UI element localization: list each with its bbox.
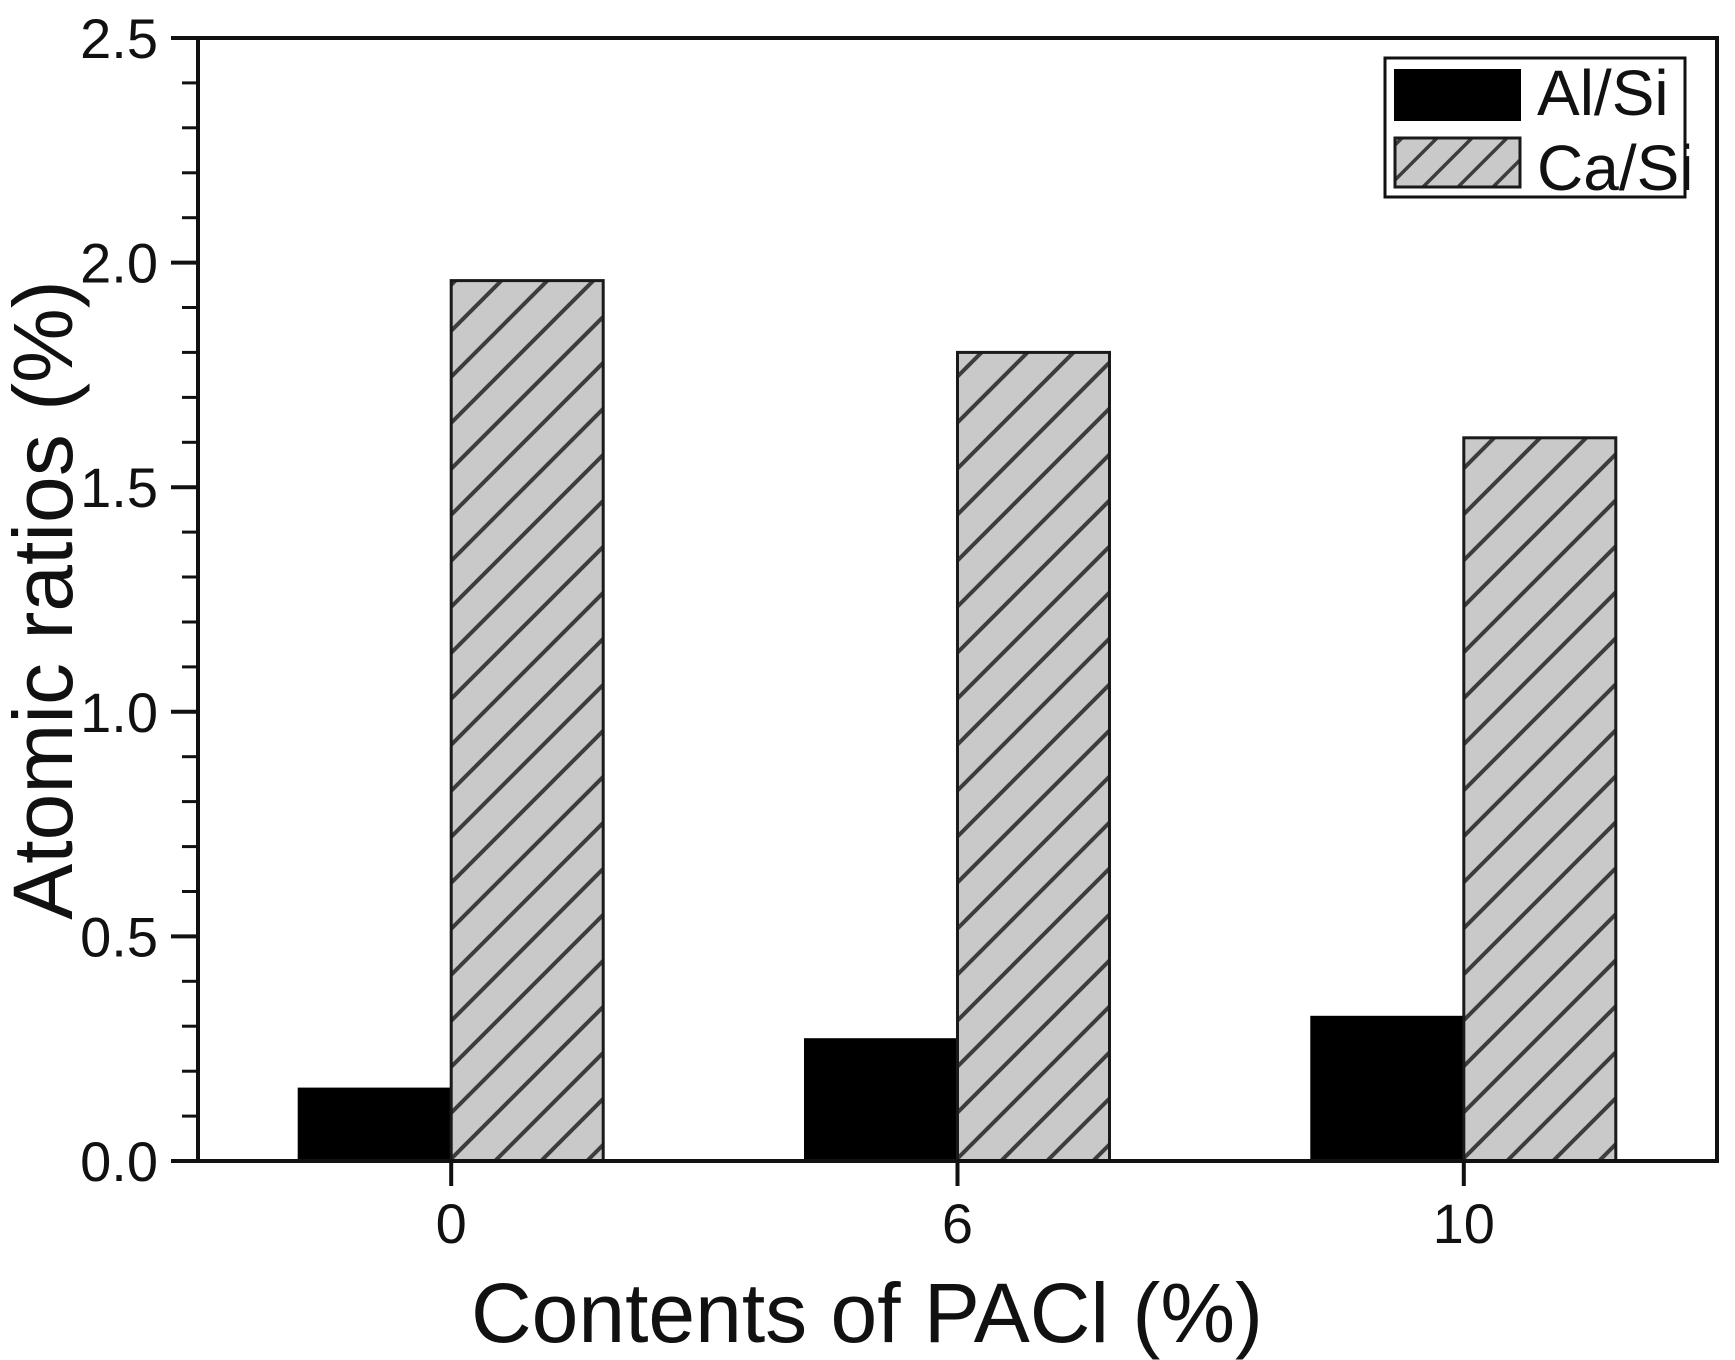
bar-ca-si-10 [1462, 436, 1618, 1163]
bars-layer [297, 279, 1618, 1163]
x-tick-label: 0 [436, 1192, 467, 1255]
y-tick-label: 2.5 [80, 7, 158, 70]
legend-label-ca-si: Ca/Si [1537, 132, 1694, 204]
legend-swatch-ca-si [1393, 136, 1522, 189]
y-axis-title: Atomic ratios (%) [0, 280, 90, 919]
legend: Al/Si Ca/Si [1383, 56, 1694, 204]
y-tick-label: 0.0 [80, 1130, 158, 1193]
y-tick-label: 1.0 [80, 681, 158, 744]
y-tick-label: 0.5 [80, 905, 158, 968]
x-tick-label: 10 [1433, 1192, 1495, 1255]
legend-swatch-al-si [1394, 69, 1521, 121]
bar-al-si-0 [297, 1087, 453, 1163]
y-axis-ticks [171, 36, 198, 1163]
y-tick-label: 2.0 [80, 232, 158, 295]
bar-al-si-10 [1310, 1015, 1466, 1163]
x-tick-label: 6 [942, 1192, 973, 1255]
bar-ca-si-0 [449, 279, 605, 1163]
legend-label-al-si: Al/Si [1537, 57, 1669, 129]
bar-al-si-6 [804, 1038, 959, 1163]
bar-ca-si-6 [956, 350, 1111, 1163]
y-tick-label: 1.5 [80, 456, 158, 519]
x-axis-tick-labels: 0 6 10 [436, 1192, 1495, 1255]
x-axis-ticks [449, 1161, 1466, 1186]
y-axis-tick-labels: 0.0 0.5 1.0 1.5 2.0 2.5 [80, 7, 158, 1193]
x-axis-title: Contents of PACl (%) [471, 1266, 1263, 1360]
